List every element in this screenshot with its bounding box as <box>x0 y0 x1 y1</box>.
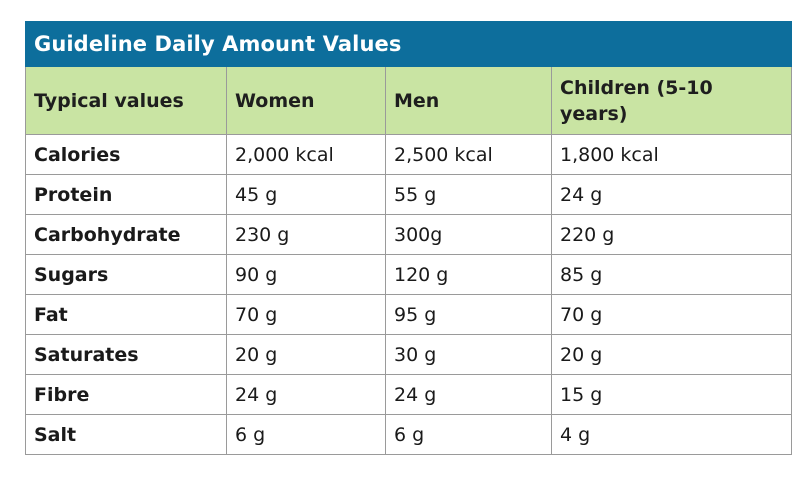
nutrient-label: Calories <box>25 134 227 175</box>
children-value: 1,800 kcal <box>551 134 792 175</box>
women-value: 70 g <box>226 294 386 335</box>
table-row: Protein 45 g 55 g 24 g <box>25 174 792 215</box>
nutrient-label: Saturates <box>25 334 227 375</box>
children-value: 220 g <box>551 214 792 255</box>
table-row: Sugars 90 g 120 g 85 g <box>25 254 792 295</box>
men-value: 30 g <box>385 334 552 375</box>
table-row: Fibre 24 g 24 g 15 g <box>25 374 792 415</box>
women-value: 45 g <box>226 174 386 215</box>
men-value: 24 g <box>385 374 552 415</box>
column-header-children: Children (5-10 years) <box>551 66 792 135</box>
women-value: 20 g <box>226 334 386 375</box>
men-value: 95 g <box>385 294 552 335</box>
men-value: 120 g <box>385 254 552 295</box>
column-header-women: Women <box>226 66 386 135</box>
table-row: Calories 2,000 kcal 2,500 kcal 1,800 kca… <box>25 134 792 175</box>
children-value: 20 g <box>551 334 792 375</box>
men-value: 300g <box>385 214 552 255</box>
men-value: 2,500 kcal <box>385 134 552 175</box>
table-row: Salt 6 g 6 g 4 g <box>25 414 792 455</box>
women-value: 2,000 kcal <box>226 134 386 175</box>
women-value: 24 g <box>226 374 386 415</box>
women-value: 6 g <box>226 414 386 455</box>
nutrient-label: Salt <box>25 414 227 455</box>
column-header-typical-values: Typical values <box>25 66 227 135</box>
children-value: 15 g <box>551 374 792 415</box>
table-row: Saturates 20 g 30 g 20 g <box>25 334 792 375</box>
men-value: 55 g <box>385 174 552 215</box>
nutrient-label: Fat <box>25 294 227 335</box>
table-title: Guideline Daily Amount Values <box>25 21 792 67</box>
table-row: Fat 70 g 95 g 70 g <box>25 294 792 335</box>
table-row: Carbohydrate 230 g 300g 220 g <box>25 214 792 255</box>
women-value: 230 g <box>226 214 386 255</box>
title-row: Guideline Daily Amount Values <box>25 21 792 67</box>
gda-table: Guideline Daily Amount Values Typical va… <box>25 21 792 455</box>
children-value: 4 g <box>551 414 792 455</box>
nutrient-label: Protein <box>25 174 227 215</box>
nutrient-label: Sugars <box>25 254 227 295</box>
children-value: 70 g <box>551 294 792 335</box>
header-row: Typical values Women Men Children (5-10 … <box>25 66 792 135</box>
women-value: 90 g <box>226 254 386 295</box>
column-header-men: Men <box>385 66 552 135</box>
children-value: 85 g <box>551 254 792 295</box>
men-value: 6 g <box>385 414 552 455</box>
nutrient-label: Fibre <box>25 374 227 415</box>
children-value: 24 g <box>551 174 792 215</box>
nutrient-label: Carbohydrate <box>25 214 227 255</box>
